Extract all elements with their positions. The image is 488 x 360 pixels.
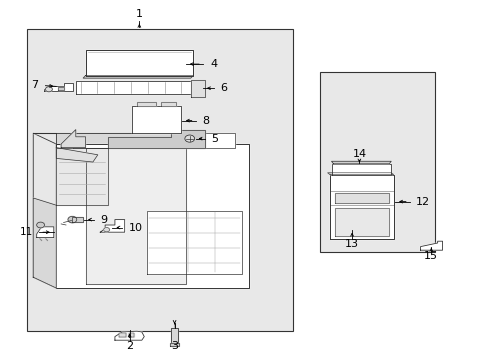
Polygon shape bbox=[85, 148, 185, 284]
Polygon shape bbox=[119, 333, 126, 337]
Polygon shape bbox=[107, 130, 205, 148]
Polygon shape bbox=[128, 333, 134, 337]
Polygon shape bbox=[56, 144, 249, 288]
Circle shape bbox=[68, 216, 77, 223]
Polygon shape bbox=[420, 241, 442, 250]
Polygon shape bbox=[161, 102, 176, 106]
Polygon shape bbox=[37, 223, 54, 238]
Polygon shape bbox=[56, 148, 98, 162]
Polygon shape bbox=[334, 193, 388, 203]
Polygon shape bbox=[331, 164, 390, 175]
Text: 6: 6 bbox=[220, 83, 226, 93]
Text: 1: 1 bbox=[136, 9, 142, 19]
Polygon shape bbox=[327, 173, 393, 175]
Polygon shape bbox=[170, 343, 179, 346]
Polygon shape bbox=[137, 102, 156, 106]
Circle shape bbox=[37, 222, 44, 228]
Polygon shape bbox=[85, 50, 193, 76]
Text: 5: 5 bbox=[211, 134, 218, 144]
Polygon shape bbox=[190, 80, 205, 97]
Polygon shape bbox=[72, 217, 83, 222]
Polygon shape bbox=[58, 87, 63, 90]
Polygon shape bbox=[33, 133, 205, 144]
Text: 3: 3 bbox=[171, 341, 178, 351]
Polygon shape bbox=[73, 133, 234, 148]
Polygon shape bbox=[76, 81, 203, 94]
Polygon shape bbox=[83, 76, 193, 78]
Polygon shape bbox=[33, 198, 56, 288]
Polygon shape bbox=[33, 133, 56, 288]
Polygon shape bbox=[115, 331, 144, 340]
Polygon shape bbox=[146, 211, 242, 274]
Polygon shape bbox=[171, 328, 178, 345]
Text: 9: 9 bbox=[100, 215, 107, 225]
Polygon shape bbox=[329, 175, 393, 239]
Text: 13: 13 bbox=[345, 239, 358, 249]
Polygon shape bbox=[334, 208, 388, 236]
Circle shape bbox=[45, 87, 52, 92]
Text: 7: 7 bbox=[31, 80, 38, 90]
Text: 12: 12 bbox=[415, 197, 429, 207]
Text: 10: 10 bbox=[128, 222, 142, 233]
Text: 2: 2 bbox=[126, 341, 133, 351]
Text: 8: 8 bbox=[202, 116, 209, 126]
Circle shape bbox=[103, 228, 109, 232]
Text: 14: 14 bbox=[352, 149, 366, 159]
Polygon shape bbox=[331, 161, 390, 164]
Polygon shape bbox=[61, 130, 85, 148]
Circle shape bbox=[184, 135, 194, 142]
Polygon shape bbox=[100, 220, 124, 232]
Polygon shape bbox=[56, 148, 107, 205]
Bar bbox=[320, 72, 434, 252]
Text: 4: 4 bbox=[210, 59, 217, 69]
Polygon shape bbox=[44, 83, 73, 91]
Bar bbox=[27, 29, 293, 331]
Text: 15: 15 bbox=[424, 251, 437, 261]
Text: 11: 11 bbox=[20, 227, 33, 237]
Polygon shape bbox=[132, 106, 181, 133]
